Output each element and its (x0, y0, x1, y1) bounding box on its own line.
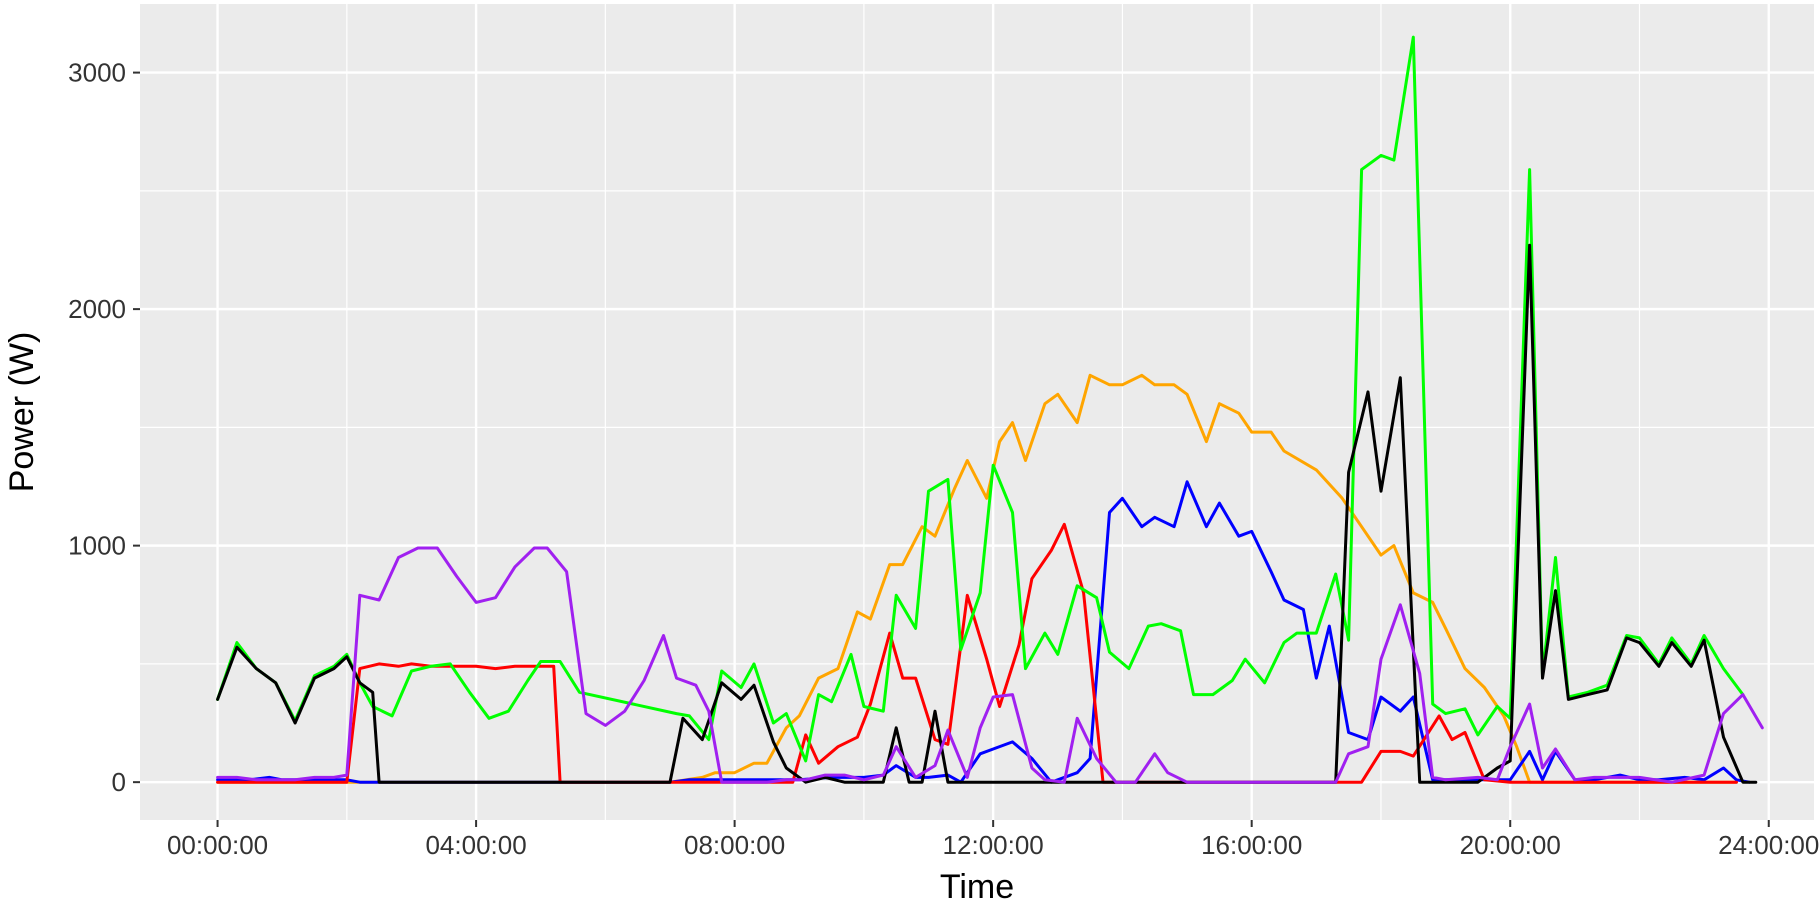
y-axis: 0 1000 2000 3000 (68, 58, 140, 797)
series-line-5 (216, 243, 1758, 784)
x-axis-title: Time (940, 868, 1014, 906)
x-tick-label: 08:00:00 (684, 830, 785, 860)
series-line-4 (216, 35, 1745, 763)
x-tick-label: 12:00:00 (943, 830, 1044, 860)
x-tick-label: 00:00:00 (167, 830, 268, 860)
x-axis: 00:00:00 04:00:00 08:00:00 12:00:00 16:00:00… (167, 820, 1819, 860)
y-tick-label: 2000 (68, 294, 126, 324)
x-tick-label: 24:00:00 (1718, 830, 1819, 860)
x-tick-label: 04:00:00 (425, 830, 526, 860)
y-axis-title: Power (W) (3, 332, 41, 493)
y-tick-label: 0 (112, 767, 126, 797)
series-line-6 (216, 546, 1764, 784)
series-lines (216, 35, 1764, 784)
y-tick-label: 3000 (68, 58, 126, 88)
series-line-1 (216, 373, 1738, 784)
y-tick-label: 1000 (68, 531, 126, 561)
series-line-2 (216, 480, 1751, 784)
x-tick-label: 20:00:00 (1460, 830, 1561, 860)
plot-panel (140, 4, 1814, 820)
x-tick-label: 16:00:00 (1201, 830, 1302, 860)
